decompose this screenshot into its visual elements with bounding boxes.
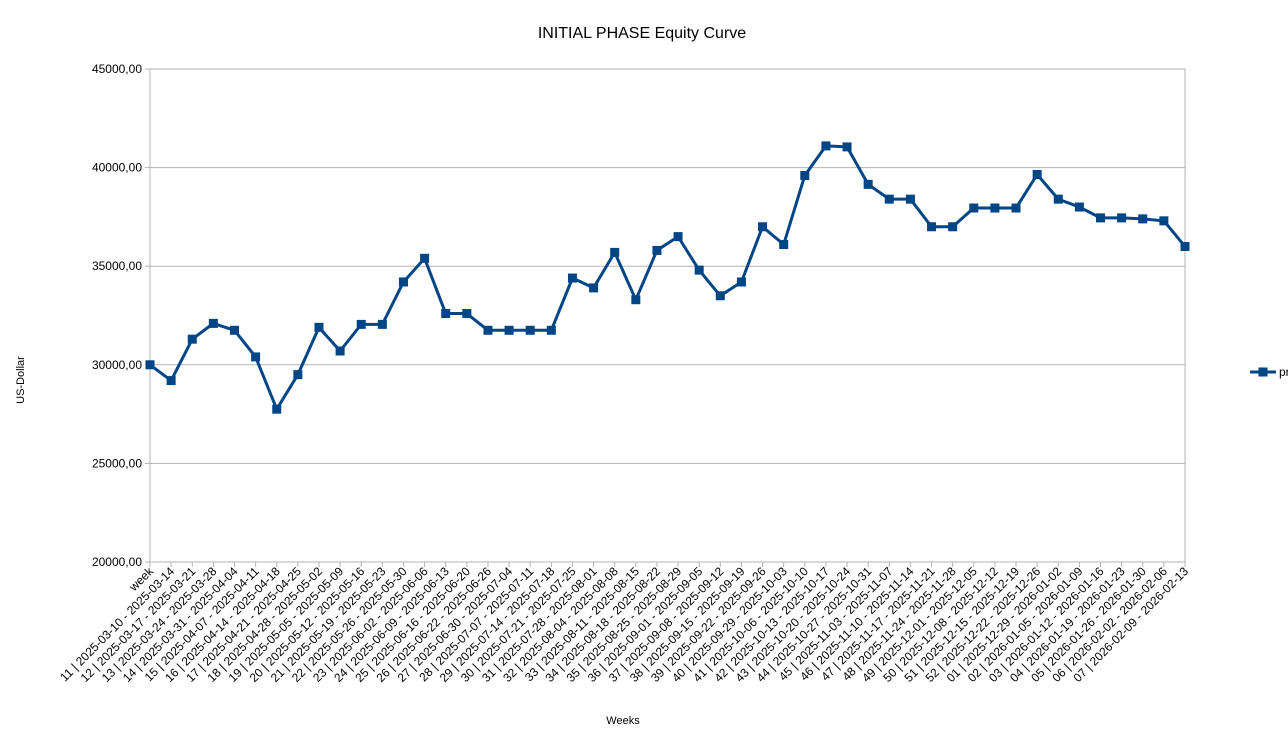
point — [293, 370, 303, 380]
point — [567, 273, 577, 283]
point — [377, 319, 387, 329]
point — [525, 325, 535, 335]
point — [736, 277, 746, 287]
point — [1138, 214, 1148, 224]
point — [1117, 213, 1127, 223]
point — [1011, 203, 1021, 213]
point — [1180, 241, 1190, 251]
point — [546, 325, 556, 335]
plot-frame — [149, 68, 1186, 563]
y-tick-label: 30000,00 — [92, 358, 142, 372]
point — [652, 245, 662, 255]
point — [229, 325, 239, 335]
point — [800, 170, 810, 180]
legend-label: profit — [1279, 365, 1288, 379]
point — [631, 295, 641, 305]
y-axis-label: US-Dollar — [15, 356, 27, 404]
point — [314, 322, 324, 332]
point — [673, 232, 683, 242]
point — [990, 203, 1000, 213]
point — [251, 352, 261, 362]
point — [758, 222, 768, 232]
point — [145, 360, 155, 370]
point — [504, 325, 514, 335]
point — [905, 194, 915, 204]
point — [187, 334, 197, 344]
point — [1032, 170, 1042, 180]
point — [863, 179, 873, 189]
legend-marker — [1258, 367, 1268, 377]
point — [356, 319, 366, 329]
y-tick-label: 20000,00 — [92, 555, 142, 569]
point — [441, 309, 451, 319]
y-tick-label: 45000,00 — [92, 62, 142, 76]
point — [589, 283, 599, 293]
point — [398, 277, 408, 287]
point — [1053, 194, 1063, 204]
y-tick-label: 35000,00 — [92, 259, 142, 273]
chart-title: INITIAL PHASE Equity Curve — [538, 25, 746, 42]
point — [694, 265, 704, 275]
x-axis-label: Weeks — [606, 715, 640, 727]
point — [166, 376, 176, 386]
point — [842, 142, 852, 152]
point — [1096, 213, 1106, 223]
point — [948, 222, 958, 232]
point — [927, 222, 937, 232]
y-tick-label: 25000,00 — [92, 456, 142, 470]
point — [715, 291, 725, 301]
point — [208, 318, 218, 328]
point — [1074, 202, 1084, 212]
point — [483, 325, 493, 335]
point — [610, 247, 620, 257]
point — [884, 194, 894, 204]
point — [779, 240, 789, 250]
point — [462, 309, 472, 319]
point — [969, 203, 979, 213]
y-tick-label: 40000,00 — [92, 161, 142, 175]
series-line — [149, 144, 1187, 411]
point — [821, 141, 831, 151]
point — [420, 253, 430, 263]
point — [1159, 216, 1169, 226]
point — [272, 404, 282, 414]
point — [335, 346, 345, 356]
